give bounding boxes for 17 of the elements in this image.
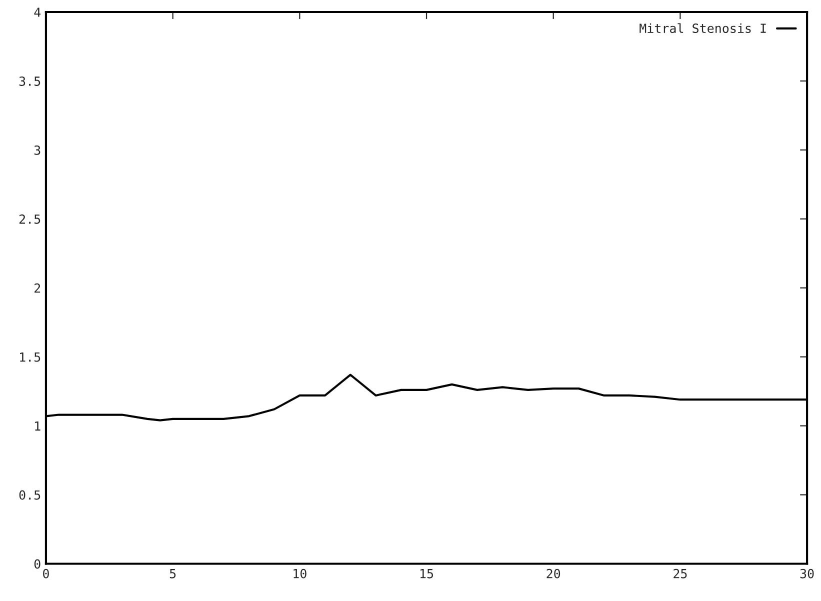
x-tick-label: 25 — [674, 568, 687, 578]
y-tick-label: 3 — [34, 145, 40, 155]
legend-label: Mitral Stenosis I — [640, 23, 766, 34]
x-tick-label: 5 — [170, 569, 176, 578]
y-tick-label: 3.5 — [19, 76, 40, 86]
y-tick-label: 1.5 — [20, 352, 40, 362]
x-tick-label: 15 — [420, 569, 434, 578]
y-tick-label: 0 — [34, 559, 40, 569]
x-tick-label: 30 — [800, 568, 814, 578]
x-tick-label: 10 — [294, 568, 306, 578]
y-tick-label: 1 — [35, 421, 40, 431]
x-tick-label: 0 — [43, 568, 49, 578]
y-tick-label: 2 — [34, 283, 40, 293]
y-tick-label: 2.5 — [19, 214, 40, 224]
y-tick-label: 0.5 — [19, 490, 40, 500]
y-tick-label: 4 — [34, 8, 41, 17]
x-tick-label: 20 — [546, 568, 560, 578]
